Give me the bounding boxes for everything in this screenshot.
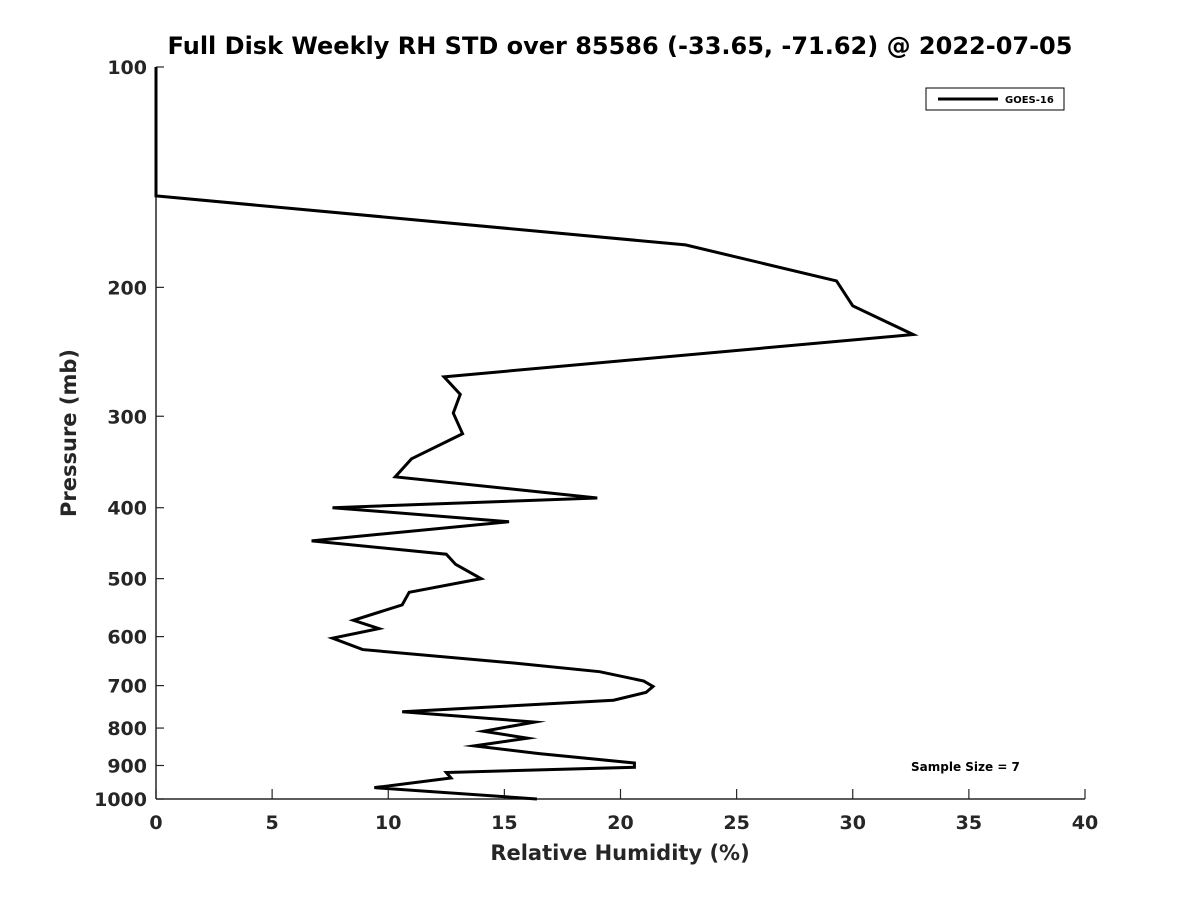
series-layer [154, 67, 919, 801]
y-tick-label: 300 [107, 406, 147, 428]
series-line-goes16 [154, 67, 919, 801]
x-tick-label: 35 [956, 812, 982, 834]
y-tick-label: 400 [107, 498, 147, 520]
legend-label-goes16: GOES-16 [1005, 95, 1054, 106]
y-tick-label: 900 [107, 756, 147, 778]
y-tick-label: 600 [107, 627, 147, 649]
x-tick-label: 0 [149, 812, 162, 834]
x-tick-label: 5 [266, 812, 279, 834]
legend: GOES-16 [925, 87, 1065, 111]
y-tick-label: 800 [107, 718, 147, 740]
chart-title: Full Disk Weekly RH STD over 85586 (-33.… [168, 32, 1073, 60]
x-tick-label: 10 [375, 812, 401, 834]
y-axis-label: Pressure (mb) [57, 349, 81, 517]
y-tick-label: 1000 [94, 789, 147, 811]
x-tick-label: 25 [723, 812, 749, 834]
y-tick-label: 500 [107, 569, 147, 591]
y-tick-label: 200 [107, 277, 147, 299]
x-tick-label: 15 [491, 812, 517, 834]
x-tick-label: 30 [840, 812, 866, 834]
x-axis: 0 5 10 15 20 25 30 35 40 [149, 789, 1098, 834]
plot-area: 0 5 10 15 20 25 30 35 40 100 200 300 400 500 600 700 80… [94, 57, 1098, 834]
y-axis: 100 200 300 400 500 600 700 800 900 1000 [94, 57, 164, 811]
y-tick-label: 100 [107, 57, 147, 79]
x-tick-label: 20 [607, 812, 633, 834]
x-tick-label: 40 [1072, 812, 1098, 834]
x-axis-label: Relative Humidity (%) [490, 841, 749, 865]
y-tick-label: 700 [107, 676, 147, 698]
sample-size-annotation: Sample Size = 7 [911, 760, 1020, 774]
